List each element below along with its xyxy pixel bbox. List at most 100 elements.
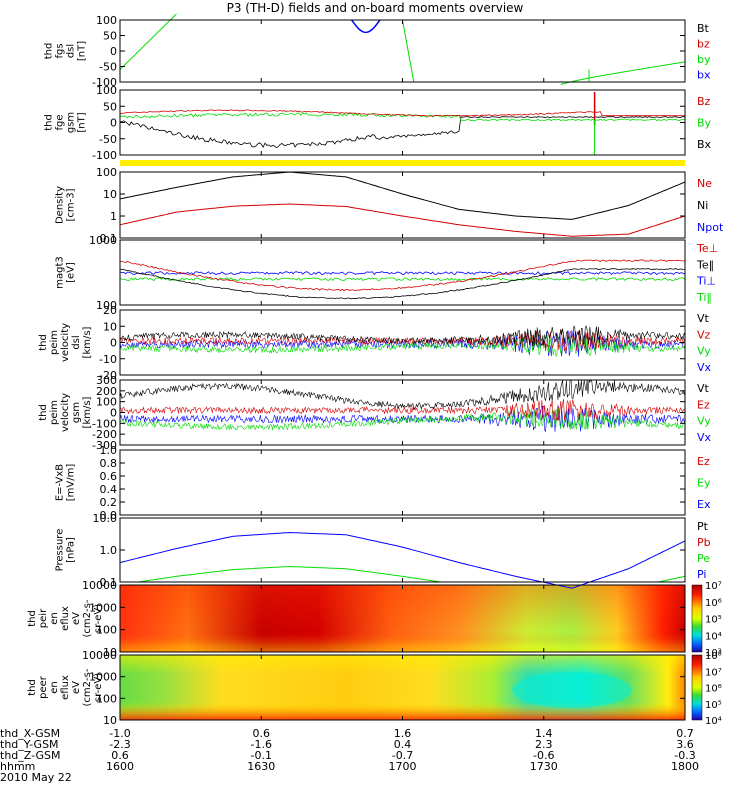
- legend-peim-velocity-dsl-vx: Vx: [697, 361, 712, 374]
- panel-frame-pressure: [119, 517, 686, 583]
- ylabel-pressure: Pressure[nPa]: [55, 529, 77, 572]
- ytick-label-fgs-dsl-4: -100: [92, 76, 117, 89]
- ylabel-line: eV: [71, 612, 82, 625]
- ylabel-line: sr-eV): [93, 673, 104, 702]
- legend-e-vxb-ex: Ex: [697, 498, 711, 511]
- colorbar-label-electron-spectrogram-4: 10⁴: [705, 716, 722, 727]
- legend-fgs-dsl-bt: Bt: [697, 22, 710, 35]
- ylabel-line: eflux: [60, 606, 71, 631]
- ylabel-line: [nT]: [77, 41, 88, 61]
- ytick-label-ion-spectrogram-0: 10000: [82, 579, 117, 592]
- series-Ti-perp: [119, 271, 686, 276]
- ylabel-ion-spectrogram: thdpeirenefluxeV(cm2-s-sr-eV): [27, 599, 104, 637]
- ytick-label-fge-gsm-0: 100: [96, 84, 117, 97]
- ytick-label-ion-spectrogram-1: 1000: [89, 601, 117, 614]
- ylabel-line: [mV/m]: [66, 464, 77, 502]
- colorbar-label-ion-spectrogram-4: 10³: [705, 648, 722, 659]
- legend-temperature-ti: Ti⊥: [696, 275, 716, 288]
- ytick-label-fgs-dsl-3: -50: [99, 61, 117, 74]
- series-Bx: [119, 116, 686, 149]
- ylabel-line: fge: [55, 114, 66, 130]
- panel-frame-fgs-dsl: [119, 19, 686, 83]
- colorbar-label-ion-spectrogram-2: 10⁵: [705, 615, 722, 626]
- ytick-label-peim-velocity-gsm-4: -100: [92, 417, 117, 430]
- legend-peim-velocity-dsl-vt: Vt: [697, 312, 710, 325]
- ephem-value: 0.7: [676, 727, 694, 740]
- ylabel-line: thd: [44, 43, 55, 60]
- ytick-label-fgs-dsl-1: 50: [103, 30, 117, 43]
- ephem-label-y: thd_Y-GSM: [0, 738, 59, 751]
- ephem-value: 1700: [388, 760, 417, 773]
- panel-frame-e-vxb: [119, 449, 686, 516]
- ephem-value: 1.6: [393, 727, 412, 740]
- ylabel-line: velocity: [60, 393, 71, 432]
- ylabel-line: thd: [27, 679, 38, 696]
- series-Te-par: [119, 268, 686, 300]
- colorbar-label-electron-spectrogram-1: 10⁷: [705, 667, 722, 678]
- ylabel-line: velocity: [60, 323, 71, 362]
- series-bx-arc: [351, 19, 381, 34]
- legend-density-ni: Ni: [697, 199, 708, 212]
- legend-density-npot: Npot: [697, 221, 724, 234]
- ytick-label-peim-velocity-dsl-3: -10: [99, 353, 117, 366]
- legend-density-ne: Ne: [697, 177, 712, 190]
- colorbar-label-electron-spectrogram-3: 10⁵: [705, 700, 722, 711]
- ytick-label-peim-velocity-gsm-1: 200: [96, 385, 117, 398]
- ylabel-line: peir: [38, 608, 49, 628]
- ytick-label-peim-velocity-dsl-0: 20: [103, 304, 117, 317]
- series-by-start: [119, 13, 177, 70]
- ephem-label-x: thd_X-GSM: [0, 727, 61, 740]
- panel-frame-fge-gsm: [119, 89, 686, 156]
- ylabel-line: [nT]: [77, 112, 88, 132]
- ytick-label-temperature-1: 100: [96, 299, 117, 312]
- ytick-label-fge-gsm-3: -50: [99, 133, 117, 146]
- ephem-value: 1.4: [535, 727, 553, 740]
- series-gsm-vx: [119, 405, 686, 433]
- ylabel-line: Pressure: [55, 529, 66, 572]
- ylabel-line: gsm: [66, 112, 77, 133]
- ytick-label-peim-velocity-dsl-1: 10: [103, 320, 117, 333]
- series-gsm-vt: [119, 379, 686, 411]
- ephem-value: 0.6: [111, 749, 129, 762]
- legend-temperature-te: Te⊥: [696, 242, 718, 255]
- ytick-label-e-vxb-1: 0.8: [100, 457, 118, 470]
- ytick-label-e-vxb-0: 1.0: [100, 444, 118, 457]
- ephem-value: 1630: [247, 760, 276, 773]
- ylabel-line: magt3: [55, 256, 66, 289]
- series-Te-perp: [119, 259, 686, 292]
- ylabel-fge-gsm: thdfgegsm[nT]: [44, 112, 88, 133]
- ylabel-line: en: [49, 612, 60, 625]
- colorbar-label-ion-spectrogram-0: 10⁷: [705, 581, 722, 592]
- legend-pressure-pe: Pe: [697, 552, 710, 565]
- ion-spectrogram-shade: [120, 585, 685, 652]
- series-By: [119, 112, 686, 122]
- ytick-label-fge-gsm-1: 50: [103, 100, 117, 113]
- ytick-label-fge-gsm-2: 0: [110, 117, 117, 130]
- ephem-label-z: thd_Z-GSM: [0, 749, 61, 762]
- ylabel-peim-velocity-dsl: thdpeimvelocitydsl[km/s]: [38, 323, 93, 362]
- ytick-label-peim-velocity-gsm-0: 300: [96, 374, 117, 387]
- ephem-value: 1600: [106, 760, 134, 773]
- ytick-label-e-vxb-3: 0.4: [100, 483, 118, 496]
- colorbar-ion-spectrogram: [691, 584, 703, 653]
- ytick-label-fgs-dsl-2: 0: [110, 45, 117, 58]
- ylabel-temperature: magt3[eV]: [55, 256, 77, 289]
- ytick-label-e-vxb-4: 0.2: [100, 496, 118, 509]
- ytick-label-fge-gsm-4: -100: [92, 149, 117, 162]
- ylabel-line: eV: [71, 681, 82, 694]
- colorbar-label-ion-spectrogram-1: 10⁶: [705, 598, 722, 609]
- series-dsl-vt: [119, 325, 686, 347]
- ytick-label-electron-spectrogram-1: 1000: [89, 671, 117, 684]
- ytick-label-pressure-0: 10.0: [93, 512, 118, 525]
- ytick-label-temperature-0: 1000: [89, 234, 117, 247]
- ylabel-line: eflux: [60, 675, 71, 700]
- ephem-value: 3.6: [676, 738, 694, 751]
- panel-frame-peim-velocity-dsl: [119, 309, 686, 376]
- ephem-value: 0.6: [252, 727, 271, 740]
- colorbar-electron-spectrogram: [691, 654, 703, 721]
- ytick-label-pressure-1: 1.0: [100, 544, 118, 557]
- ephem-value: -1.6: [250, 738, 272, 751]
- ylabel-peim-velocity-gsm: thdpeimvelocitygsm[km/s]: [38, 393, 93, 432]
- series-by-drop: [402, 19, 415, 83]
